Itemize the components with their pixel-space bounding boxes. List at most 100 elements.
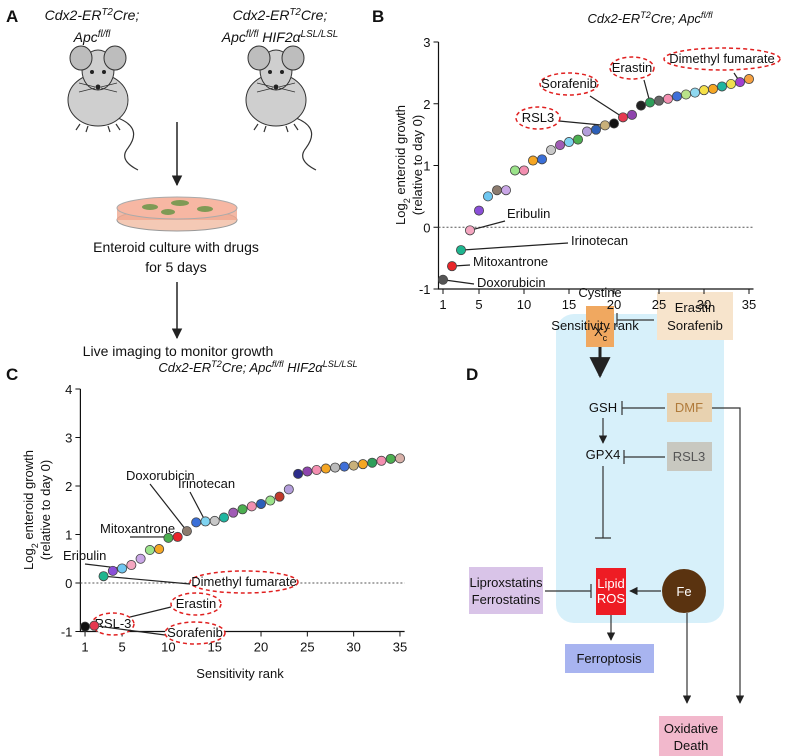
point [394,453,405,464]
node-label: Oxidative [664,721,718,736]
text-part: T2 [211,359,222,369]
point [154,544,165,555]
x-axis-label: Sensitivity rank [196,666,284,681]
y-tick-label: 1 [423,159,430,174]
point [735,77,746,88]
text-part: c [603,333,608,343]
text-part: Cdx2-ER [45,7,102,23]
node-label: RSL3 [673,449,706,464]
point [437,274,448,285]
annotation: Doxorubicin [126,468,195,483]
annotation-leader [149,483,188,532]
x-tick-label: 10 [517,297,531,312]
point [80,621,91,632]
annotation-leader [442,279,475,285]
point [181,526,192,537]
point [311,464,322,475]
node-label: Ferrostatins [472,592,541,607]
point [519,165,530,176]
node-label: GPX4 [586,447,621,462]
point [237,504,248,515]
point [636,100,647,111]
annotation: RSL3 [522,110,555,125]
text-part: fl/fl [246,29,259,40]
y-tick-label: 3 [423,35,430,50]
inhibition [621,401,665,415]
point [654,95,665,106]
x-tick-label: 25 [300,640,314,655]
annotation: Irinotecan [178,476,235,491]
annotation-circle [189,570,299,594]
text-part: fl/fl [272,359,285,369]
point [717,81,728,92]
point [555,140,566,151]
text-part: Cdx2-ER [158,360,211,375]
text-part: Log [21,548,36,570]
node-label: Xc- [594,323,610,343]
x-tick-label: 1 [81,640,88,655]
genotype: Apcfl/fl [73,29,111,46]
annotation: Eribulin [63,548,106,563]
point [591,124,602,135]
annotation-leader [189,491,206,522]
inhibition [616,313,654,327]
chart-title: Cdx2-ERT2Cre; Apcfl/fl [587,10,713,26]
point [464,225,475,236]
y-axis-label: (relative to day 0) [410,115,425,215]
whiskers [256,82,296,93]
text-part: HIF2α [284,360,324,375]
point [376,455,387,466]
mouse-icon [67,45,139,171]
tail [295,117,317,171]
y-tick-label: 2 [423,97,430,112]
point [600,120,611,131]
inhibition [545,584,592,598]
y-tick-label: 4 [65,382,72,397]
inhibitor-box [667,442,712,471]
point [191,517,202,528]
annotation-leader [558,120,606,126]
point [473,205,484,216]
x-tick-label: 25 [652,297,666,312]
point [218,512,229,523]
point [491,185,502,196]
y-tick-label: -1 [419,282,431,297]
y-tick-label: -1 [61,625,73,640]
node-label: GSH [589,400,617,415]
node-label: Fe [676,584,691,599]
text-part: enteroid growth [393,105,408,198]
annotation: Sorafenib [167,625,223,640]
annotation-leader [469,220,506,231]
iron [662,569,706,613]
panel-label: B [372,7,384,26]
annotation: Irinotecan [571,233,628,248]
point [330,462,341,473]
eye [90,70,94,74]
annotation: Mitoxantrone [100,521,175,536]
point [546,145,557,156]
x-tick-label: 30 [346,640,360,655]
node-label: ROS [597,591,626,606]
mouse-icon [245,45,317,171]
x-tick-label: 10 [161,640,175,655]
x-tick-label: 5 [475,297,482,312]
x-tick-label: 15 [207,640,221,655]
point [528,155,539,166]
text-part: fl/fl [98,29,111,40]
point [135,553,146,564]
annotation: Dimethyl fumarate [669,51,774,66]
point [172,531,183,542]
text-part: 2 [30,543,40,548]
point [645,97,656,108]
annotation: Doxorubicin [477,275,546,290]
point [618,112,629,123]
point [200,516,211,527]
point [681,89,692,100]
point [708,83,719,94]
annotation: Erastin [612,60,652,75]
text-part: T2 [640,10,651,20]
text-part: T2 [289,7,301,18]
annotation-leader [94,625,166,636]
panel-label: C [6,365,18,384]
lipid-ros [596,568,626,615]
